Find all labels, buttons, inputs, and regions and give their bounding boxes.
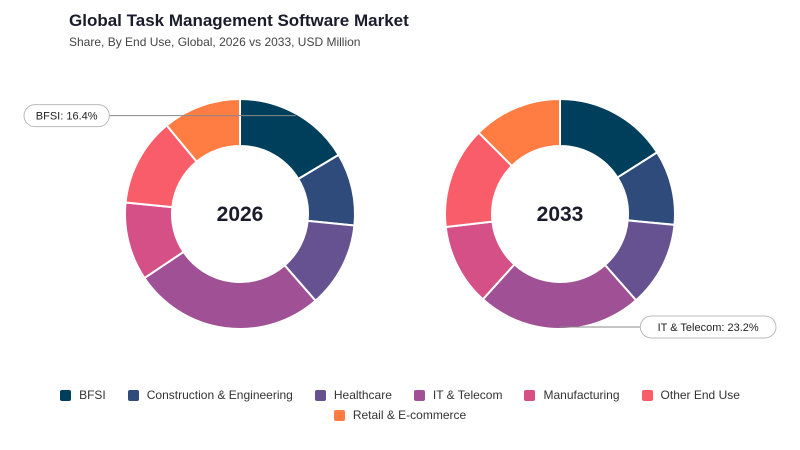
legend-item-retail-and-e-commerce[interactable]: Retail & E-commerce: [333, 408, 467, 422]
legend-label: Other End Use: [660, 388, 740, 402]
legend-swatch: [413, 389, 425, 401]
callout-label: BFSI: 16.4%: [36, 111, 98, 123]
legend-label: IT & Telecom: [432, 388, 503, 402]
legend-item-bfsi[interactable]: BFSI: [60, 388, 106, 402]
legend-label: Manufacturing: [543, 388, 620, 402]
legend-row: BFSI Construction & Engineering Healthcare…: [0, 385, 800, 405]
callout-2033: IT & Telecom: 23.2%: [559, 315, 777, 339]
legend-swatch: [333, 409, 345, 421]
legend-item-manufacturing[interactable]: Manufacturing: [524, 388, 620, 402]
chart-title: Global Task Management Software Market: [69, 11, 409, 30]
legend-item-other-end-use[interactable]: Other End Use: [641, 388, 740, 402]
callout-label: IT & Telecom: 23.2%: [658, 322, 759, 334]
legend: BFSI Construction & Engineering Healthcare…: [0, 385, 800, 425]
legend-label: BFSI: [79, 388, 106, 402]
legend-label: Healthcare: [333, 388, 392, 402]
callout-box: [23, 104, 110, 128]
callout-box: [639, 315, 777, 339]
callout-2026: BFSI: 16.4%: [23, 104, 296, 128]
legend-label: Retail & E-commerce: [352, 408, 467, 422]
legend-row: Retail & E-commerce: [0, 405, 800, 425]
donut-slice-2026-it-and-telecom[interactable]: [143, 250, 317, 330]
legend-swatch: [524, 389, 536, 401]
legend-swatch: [60, 389, 72, 401]
legend-swatch: [314, 389, 326, 401]
legend-item-it-and-telecom[interactable]: IT & Telecom: [413, 388, 503, 402]
legend-item-construction-and-engineering[interactable]: Construction & Engineering: [127, 388, 293, 402]
legend-item-healthcare[interactable]: Healthcare: [314, 388, 392, 402]
legend-swatch: [641, 389, 653, 401]
chart-subtitle: Share, By End Use, Global, 2026 vs 2033,…: [69, 35, 361, 49]
donut-slice-2026-retail-and-e-commerce[interactable]: [165, 97, 241, 164]
legend-swatch: [127, 389, 139, 401]
donut-center-label-2026: 2026: [217, 203, 264, 226]
donut-center-label-2033: 2033: [537, 203, 584, 226]
legend-label: Construction & Engineering: [146, 388, 293, 402]
donut-slice-2033-retail-and-e-commerce[interactable]: [477, 97, 561, 168]
